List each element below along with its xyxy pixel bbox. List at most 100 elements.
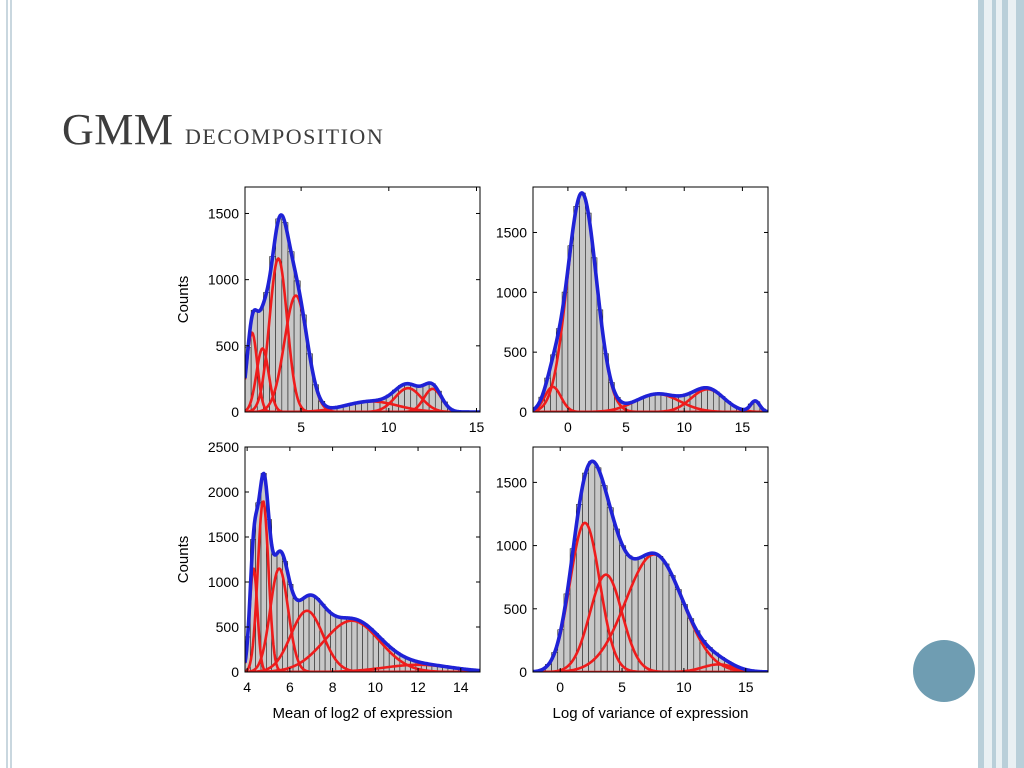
right-stripe <box>1016 0 1024 768</box>
histogram-bar <box>314 598 321 672</box>
x-tick-label: 5 <box>297 419 305 435</box>
y-tick-label: 500 <box>216 338 240 354</box>
plot-area <box>245 471 480 672</box>
x-tick-label: 5 <box>622 419 630 435</box>
histogram-bar <box>654 393 662 412</box>
y-tick-label: 1500 <box>496 474 527 490</box>
y-tick-label: 1000 <box>208 272 239 288</box>
x-tick-label: 15 <box>735 419 751 435</box>
x-tick-label: 15 <box>469 419 485 435</box>
y-tick-label: 1000 <box>496 538 527 554</box>
component-curve <box>245 567 480 672</box>
y-tick-label: 0 <box>519 404 527 420</box>
y-tick-label: 1000 <box>208 574 239 590</box>
histogram-bar <box>346 617 353 672</box>
histogram-bar <box>656 555 664 672</box>
x-tick-label: 15 <box>738 679 754 695</box>
y-axis-label: Counts <box>175 276 192 324</box>
component-curve <box>533 573 768 672</box>
component-curve <box>533 385 768 412</box>
histogram-bar <box>585 212 592 412</box>
histogram-bar <box>351 618 358 672</box>
x-tick-label: 14 <box>453 679 469 695</box>
chart-panel-4: 0 5 10 15 0 500 1000 1500 Log of variance of exp… <box>496 446 769 722</box>
histogram-bar <box>662 563 670 672</box>
histogram-bar <box>650 552 657 672</box>
plot-area <box>245 213 480 412</box>
y-tick-label: 2000 <box>208 484 239 500</box>
histogram-bar <box>579 192 586 412</box>
mixture-curve <box>245 213 480 412</box>
x-tick-label: 10 <box>676 679 692 695</box>
histogram-bar <box>356 620 363 672</box>
mixture-curve <box>533 191 768 412</box>
chart-panel-1: 5 10 15 0 500 1000 1500 Counts <box>175 186 485 435</box>
histogram-bar <box>340 617 347 672</box>
histogram-bar <box>362 623 369 672</box>
plot-area <box>533 191 768 412</box>
histogram-bar <box>649 394 656 412</box>
plot-frame <box>532 446 769 673</box>
histogram-bar <box>625 555 633 672</box>
right-stripe <box>978 0 984 768</box>
x-axis-label: Mean of log2 of expression <box>272 705 452 722</box>
histogram-bar <box>644 553 651 672</box>
y-tick-label: 1000 <box>496 284 527 300</box>
x-tick-label: 12 <box>410 679 426 695</box>
y-axis-label: Counts <box>175 536 192 584</box>
chart-panel-2: 0 5 10 15 0 500 1000 1500 <box>496 186 769 435</box>
slide-title: GMM decomposition <box>62 104 384 155</box>
histogram-bar <box>308 594 315 672</box>
x-tick-label: 10 <box>676 419 692 435</box>
right-stripe <box>992 0 996 768</box>
x-tick-label: 6 <box>286 679 294 695</box>
histogram-bar <box>582 472 589 672</box>
x-tick-label: 0 <box>564 419 572 435</box>
slide-title-second: decomposition <box>185 115 385 151</box>
component-curve <box>533 553 768 672</box>
y-tick-label: 1500 <box>208 529 239 545</box>
histogram-bar <box>707 388 714 412</box>
left-rule <box>10 0 12 768</box>
x-tick-label: 5 <box>618 679 626 695</box>
x-tick-label: 4 <box>243 679 251 695</box>
right-stripe <box>1008 0 1016 768</box>
histogram-bar <box>573 206 580 412</box>
component-curve <box>245 257 480 412</box>
y-tick-label: 0 <box>519 664 527 680</box>
histogram-bar <box>637 556 645 672</box>
histogram-bar <box>674 589 682 672</box>
right-stripe <box>996 0 1002 768</box>
x-tick-label: 10 <box>368 679 384 695</box>
slide-title-first: GMM <box>62 105 174 154</box>
x-tick-label: 8 <box>329 679 337 695</box>
y-tick-label: 2500 <box>208 439 239 455</box>
plot-frame <box>532 186 769 413</box>
plot-frame <box>244 446 481 673</box>
right-stripe <box>984 0 992 768</box>
chart-panel-3: 4 6 8 10 12 14 0 500 1000 1500 2000 2500 Counts Mean … <box>175 439 481 722</box>
histogram-bar <box>367 628 374 672</box>
mixture-curve <box>533 459 768 672</box>
plot-area <box>533 459 768 672</box>
y-tick-label: 500 <box>216 619 240 635</box>
histogram-bar <box>668 575 676 672</box>
y-tick-label: 0 <box>231 404 239 420</box>
decorative-circle <box>913 640 975 702</box>
x-tick-label: 0 <box>556 679 564 695</box>
component-curve <box>245 294 480 412</box>
component-curve <box>533 663 768 672</box>
left-rule <box>6 0 8 768</box>
histogram-bar <box>660 393 668 412</box>
y-tick-label: 500 <box>504 601 528 617</box>
y-tick-label: 1500 <box>208 205 239 221</box>
y-tick-label: 500 <box>504 344 528 360</box>
y-tick-label: 0 <box>231 664 239 680</box>
y-tick-label: 1500 <box>496 224 527 240</box>
plot-frame <box>244 186 481 413</box>
histogram-bar <box>588 461 596 672</box>
x-axis-label: Log of variance of expression <box>553 705 749 722</box>
histogram-bar <box>681 604 688 672</box>
